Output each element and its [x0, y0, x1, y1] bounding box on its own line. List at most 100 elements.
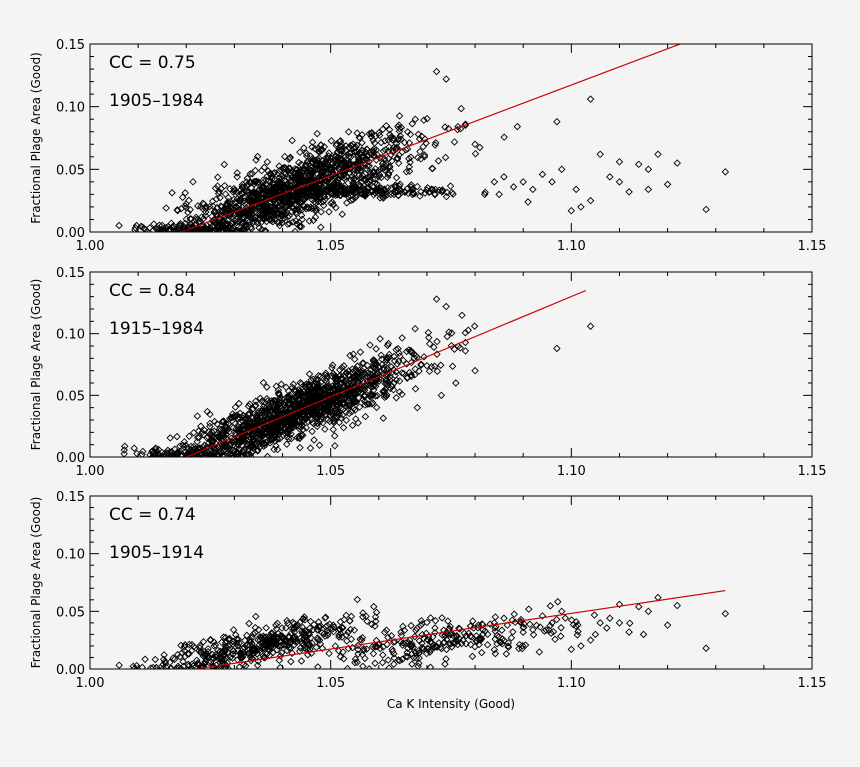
- data-point: [121, 442, 129, 451]
- data-point: [316, 187, 325, 196]
- data-point: [261, 204, 270, 213]
- data-point: [346, 351, 354, 360]
- data-point: [260, 429, 269, 437]
- data-point: [417, 187, 425, 196]
- data-point: [476, 635, 485, 643]
- data-point: [396, 656, 404, 665]
- data-point: [348, 184, 357, 192]
- data-point: [289, 618, 297, 627]
- data-point: [237, 651, 245, 659]
- data-point: [234, 452, 242, 457]
- data-point: [245, 451, 254, 457]
- data-point: [327, 409, 336, 418]
- data-point: [358, 633, 367, 642]
- data-point: [275, 162, 283, 170]
- data-point: [399, 639, 407, 647]
- scatter-points: [120, 295, 595, 457]
- data-point: [416, 192, 424, 200]
- data-point: [596, 150, 604, 159]
- data-point: [297, 392, 305, 400]
- data-point: [310, 436, 318, 444]
- data-point: [224, 420, 233, 428]
- data-point: [358, 177, 366, 186]
- data-point: [231, 419, 240, 428]
- data-point: [445, 639, 453, 648]
- data-point: [130, 444, 138, 452]
- data-point: [479, 626, 487, 634]
- data-point: [519, 623, 527, 632]
- data-point: [673, 601, 681, 610]
- data-point: [201, 211, 210, 220]
- data-point: [382, 187, 390, 196]
- data-point: [486, 620, 494, 628]
- data-point: [350, 161, 358, 169]
- data-point: [644, 165, 653, 174]
- data-point: [431, 628, 439, 637]
- data-point: [239, 645, 247, 653]
- data-point: [325, 649, 333, 658]
- y-tick-label: 0.10: [56, 328, 85, 343]
- data-point: [194, 660, 202, 669]
- data-point: [288, 207, 296, 216]
- fit-line: [186, 289, 587, 457]
- data-point: [291, 633, 299, 641]
- data-point: [172, 664, 181, 669]
- data-point: [208, 650, 217, 659]
- data-point: [391, 371, 399, 380]
- data-point: [363, 184, 371, 192]
- data-point: [298, 421, 306, 429]
- data-point: [159, 655, 168, 664]
- data-point: [431, 624, 439, 632]
- data-point: [197, 647, 205, 656]
- data-point: [230, 437, 239, 446]
- data-point: [169, 227, 178, 232]
- data-point: [234, 415, 242, 423]
- data-point: [398, 334, 406, 342]
- data-point: [365, 129, 374, 138]
- data-point: [394, 344, 402, 353]
- data-point: [367, 391, 376, 399]
- data-point: [491, 613, 500, 621]
- data-point: [206, 410, 214, 419]
- data-point: [442, 75, 450, 83]
- data-point: [392, 174, 401, 182]
- plot-frame: [89, 271, 813, 458]
- data-point: [452, 379, 460, 387]
- data-point: [557, 165, 566, 174]
- data-point: [311, 161, 320, 170]
- data-point: [243, 641, 251, 650]
- data-point: [306, 165, 314, 174]
- data-point: [328, 152, 336, 161]
- data-point: [412, 654, 421, 662]
- data-point: [542, 626, 550, 634]
- data-point: [316, 407, 324, 415]
- data-point: [343, 199, 351, 207]
- data-point: [413, 403, 422, 412]
- data-point: [186, 205, 194, 214]
- data-point: [182, 200, 190, 208]
- data-point: [272, 210, 281, 218]
- data-point: [164, 226, 173, 232]
- data-point: [209, 653, 217, 662]
- data-point: [461, 120, 470, 128]
- data-point: [269, 396, 278, 405]
- data-point: [411, 385, 420, 393]
- data-point: [446, 622, 454, 631]
- y-tick-label: 0.15: [56, 38, 85, 53]
- correlation-label: CC = 0.75: [109, 53, 196, 73]
- data-point: [359, 359, 368, 367]
- data-point: [338, 363, 346, 372]
- data-point: [284, 398, 293, 407]
- data-point: [240, 643, 248, 652]
- data-point: [342, 611, 350, 620]
- axis-ticks: [89, 43, 813, 233]
- data-point: [422, 649, 431, 658]
- data-point: [260, 398, 269, 407]
- data-point: [332, 377, 341, 386]
- data-point: [431, 141, 439, 149]
- data-point: [426, 614, 435, 622]
- data-point: [332, 203, 340, 212]
- data-point: [471, 366, 479, 375]
- data-point: [239, 227, 248, 232]
- data-point: [275, 656, 284, 665]
